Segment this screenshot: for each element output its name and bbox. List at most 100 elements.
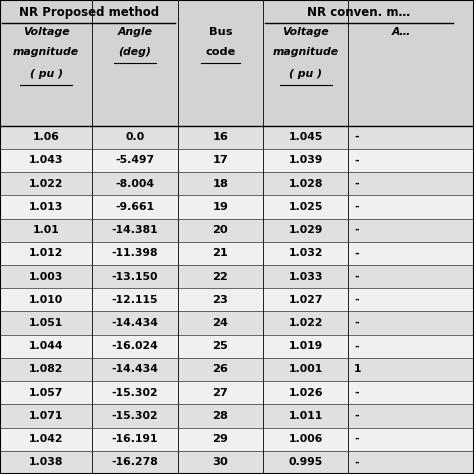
- Text: 1.011: 1.011: [289, 411, 323, 421]
- Text: 23: 23: [212, 295, 228, 305]
- Text: 22: 22: [212, 272, 228, 282]
- Text: 1.044: 1.044: [29, 341, 64, 351]
- Text: Angle: Angle: [118, 27, 153, 37]
- Text: -5.497: -5.497: [116, 155, 155, 165]
- Bar: [0, 311, 474, 335]
- Text: 27: 27: [212, 388, 228, 398]
- Bar: [0, 335, 474, 358]
- Text: -8.004: -8.004: [116, 179, 155, 189]
- Text: 1.032: 1.032: [289, 248, 323, 258]
- Text: 1.042: 1.042: [29, 434, 64, 444]
- Text: -11.398: -11.398: [112, 248, 158, 258]
- Text: 25: 25: [212, 341, 228, 351]
- Text: -: -: [354, 225, 359, 235]
- Bar: [0, 219, 474, 242]
- Text: 1.039: 1.039: [289, 155, 323, 165]
- Text: Voltage: Voltage: [283, 27, 329, 37]
- Text: 1.01: 1.01: [33, 225, 60, 235]
- Text: 1.071: 1.071: [29, 411, 64, 421]
- Text: -: -: [354, 388, 359, 398]
- Bar: [0, 358, 474, 381]
- Text: code: code: [205, 47, 236, 57]
- Bar: [0, 451, 474, 474]
- Bar: [0, 381, 474, 404]
- Text: 18: 18: [212, 179, 228, 189]
- Text: ( pu ): ( pu ): [289, 69, 322, 79]
- Text: 19: 19: [212, 202, 228, 212]
- Text: -: -: [354, 434, 359, 444]
- Text: 29: 29: [212, 434, 228, 444]
- Text: NR conven. m…: NR conven. m…: [308, 6, 410, 18]
- Text: 26: 26: [212, 365, 228, 374]
- Text: -: -: [354, 179, 359, 189]
- Text: 1.06: 1.06: [33, 132, 60, 142]
- Text: 1.006: 1.006: [289, 434, 323, 444]
- Text: -: -: [354, 248, 359, 258]
- Bar: [0, 288, 474, 311]
- Text: -: -: [354, 155, 359, 165]
- Text: 1.045: 1.045: [289, 132, 323, 142]
- Text: ( pu ): ( pu ): [30, 69, 63, 79]
- Text: -: -: [354, 295, 359, 305]
- Text: magnitude: magnitude: [273, 47, 339, 57]
- Text: -16.024: -16.024: [112, 341, 158, 351]
- Text: -14.381: -14.381: [112, 225, 158, 235]
- Text: 1.028: 1.028: [289, 179, 323, 189]
- Text: 16: 16: [212, 132, 228, 142]
- Text: 1.026: 1.026: [289, 388, 323, 398]
- Text: A…: A…: [392, 27, 411, 37]
- Text: 1.038: 1.038: [29, 457, 64, 467]
- Text: 0.0: 0.0: [126, 132, 145, 142]
- Text: 1.027: 1.027: [289, 295, 323, 305]
- Text: 1.022: 1.022: [289, 318, 323, 328]
- Text: 1.057: 1.057: [29, 388, 64, 398]
- Bar: [0, 149, 474, 172]
- Text: -14.434: -14.434: [112, 318, 158, 328]
- Text: 1.001: 1.001: [289, 365, 323, 374]
- Text: -14.434: -14.434: [112, 365, 158, 374]
- Text: 1.012: 1.012: [29, 248, 64, 258]
- Text: -12.115: -12.115: [112, 295, 158, 305]
- Text: 1.010: 1.010: [29, 295, 64, 305]
- Text: NR Proposed method: NR Proposed method: [19, 6, 159, 18]
- Text: 28: 28: [212, 411, 228, 421]
- Text: -16.191: -16.191: [112, 434, 158, 444]
- Text: Voltage: Voltage: [23, 27, 70, 37]
- Text: 1.051: 1.051: [29, 318, 64, 328]
- Text: 1.043: 1.043: [29, 155, 64, 165]
- Bar: [0, 242, 474, 265]
- Text: magnitude: magnitude: [13, 47, 79, 57]
- Text: 0.995: 0.995: [289, 457, 323, 467]
- Text: -9.661: -9.661: [116, 202, 155, 212]
- Text: -: -: [354, 202, 359, 212]
- Bar: [0, 195, 474, 219]
- Bar: [0, 126, 474, 149]
- Text: -: -: [354, 457, 359, 467]
- Text: -13.150: -13.150: [112, 272, 158, 282]
- Text: 1.019: 1.019: [289, 341, 323, 351]
- Text: -: -: [354, 132, 359, 142]
- Text: -: -: [354, 272, 359, 282]
- Text: -15.302: -15.302: [112, 388, 158, 398]
- Text: 1.033: 1.033: [289, 272, 323, 282]
- Bar: [0, 265, 474, 288]
- Text: 1: 1: [354, 365, 362, 374]
- Text: -: -: [354, 411, 359, 421]
- Text: 30: 30: [212, 457, 228, 467]
- Text: 1.022: 1.022: [29, 179, 64, 189]
- Text: -: -: [354, 341, 359, 351]
- Text: 20: 20: [212, 225, 228, 235]
- Bar: [0, 0, 474, 126]
- Text: 21: 21: [212, 248, 228, 258]
- Text: 17: 17: [212, 155, 228, 165]
- Text: -15.302: -15.302: [112, 411, 158, 421]
- Text: 1.082: 1.082: [29, 365, 64, 374]
- Text: -: -: [354, 318, 359, 328]
- Bar: [0, 404, 474, 428]
- Bar: [0, 428, 474, 451]
- Bar: [0, 172, 474, 195]
- Text: (deg): (deg): [118, 47, 152, 57]
- Text: 1.025: 1.025: [289, 202, 323, 212]
- Text: 24: 24: [212, 318, 228, 328]
- Text: 1.029: 1.029: [289, 225, 323, 235]
